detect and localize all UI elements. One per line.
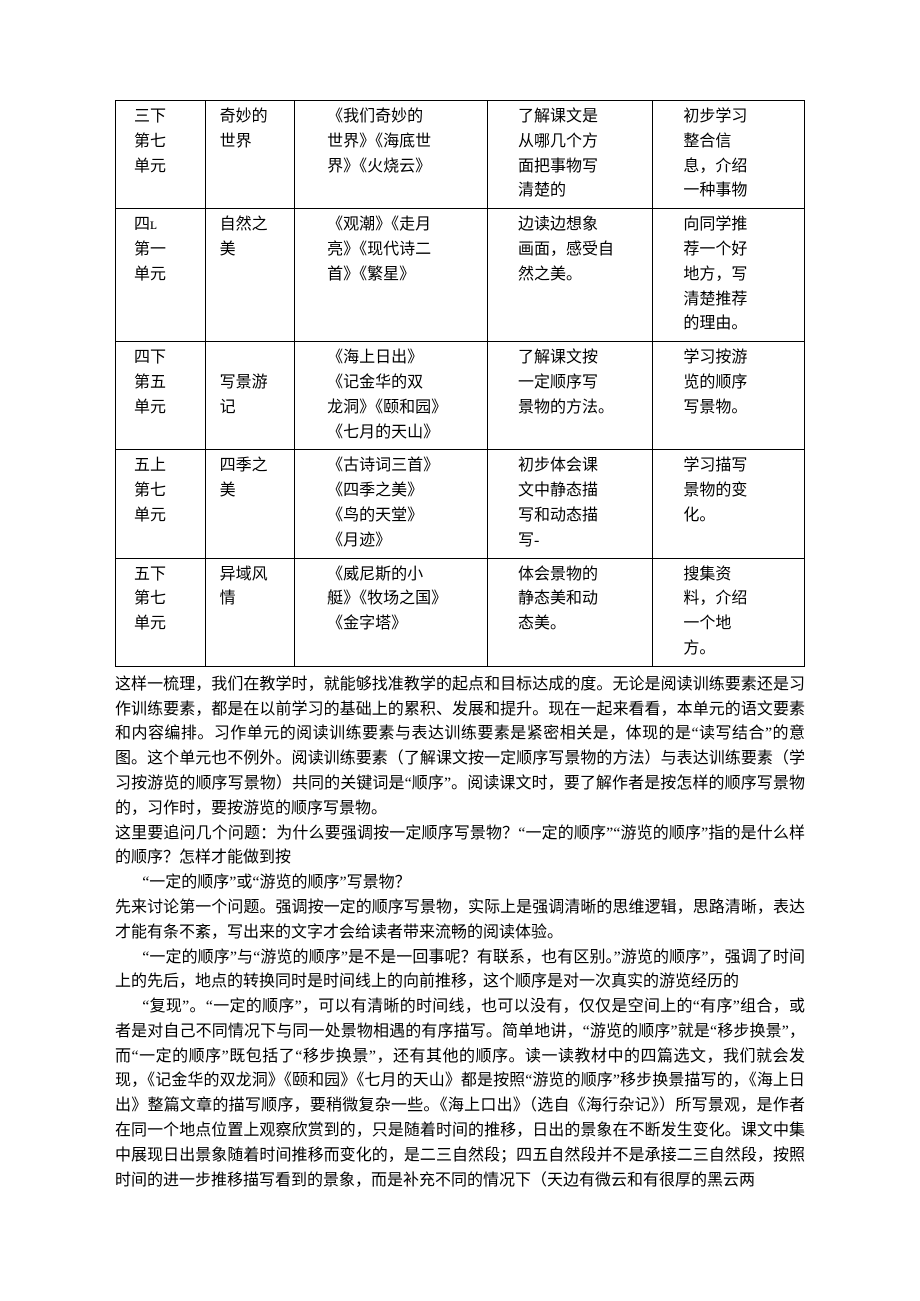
cell-writing: 学习按游 览的顺序 写景物。 — [653, 342, 805, 450]
cell-reading: 边读边想象 画面，感受自 然之美。 — [488, 209, 653, 342]
cell-texts: 《威尼斯的小 艇》《牧场之国》 《金字塔》 — [295, 558, 488, 666]
table-row: 五上 第七 单元 四季之 美 《古诗词三首》 《四季之美》 《鸟的天堂》 《月迹… — [116, 450, 805, 558]
table-row: 五下 第七 单元 异域风 情 《威尼斯的小 艇》《牧场之国》 《金字塔》 体会景… — [116, 558, 805, 666]
cell-theme: 奇妙的 世界 — [205, 101, 295, 209]
cell-theme: 四季之 美 — [205, 450, 295, 558]
body-paragraph: “一定的顺序”或“游览的顺序”写景物？ — [115, 871, 805, 896]
body-paragraph: 这样一梳理，我们在教学时，就能够找准教学的起点和目标达成的度。无论是阅读训练要素… — [115, 673, 805, 822]
cell-grade: 五下 第七 单元 — [116, 558, 206, 666]
table-row: 四下 第五 单元 写景游 记 《海上日出》 《记金华的双 龙洞》《颐和园》 《七… — [116, 342, 805, 450]
cell-grade: 三下 第七 单元 — [116, 101, 206, 209]
cell-reading: 了解课文按 一定顺序写 景物的方法。 — [488, 342, 653, 450]
table-row: 四ʟ 第一 单元 自然之 美 《观潮》《走月 亮》《现代诗二 首》《繁星》 边读… — [116, 209, 805, 342]
cell-writing: 向同学推 荐一个好 地方，写 清楚推荐 的理由。 — [653, 209, 805, 342]
body-paragraph: 先来讨论第一个问题。强调按一定的顺序写景物，实际上是强调清晰的思维逻辑，思路清晰… — [115, 896, 805, 946]
cell-writing: 初步学习 整合信 息，介绍 一种事物 — [653, 101, 805, 209]
cell-grade: 四下 第五 单元 — [116, 342, 206, 450]
cell-texts: 《我们奇妙的 世界》《海底世 界》《火烧云》 — [295, 101, 488, 209]
curriculum-table: 三下 第七 单元 奇妙的 世界 《我们奇妙的 世界》《海底世 界》《火烧云》 了… — [115, 100, 805, 667]
cell-texts: 《观潮》《走月 亮》《现代诗二 首》《繁星》 — [295, 209, 488, 342]
cell-reading: 了解课文是 从哪几个方 面把事物写 清楚的 — [488, 101, 653, 209]
body-paragraph: “复现”。“一定的顺序”，可以有清晰的时间线，也可以没有，仅仅是空间上的“有序”… — [115, 995, 805, 1193]
table-row: 三下 第七 单元 奇妙的 世界 《我们奇妙的 世界》《海底世 界》《火烧云》 了… — [116, 101, 805, 209]
cell-theme: 异域风 情 — [205, 558, 295, 666]
cell-theme: 写景游 记 — [205, 342, 295, 450]
cell-reading: 初步体会课 文中静态描 写和动态描 写- — [488, 450, 653, 558]
body-paragraph: 这里要追问几个问题：为什么要强调按一定顺序写景物？“一定的顺序”“游览的顺序”指… — [115, 822, 805, 872]
table-body: 三下 第七 单元 奇妙的 世界 《我们奇妙的 世界》《海底世 界》《火烧云》 了… — [116, 101, 805, 667]
cell-theme: 自然之 美 — [205, 209, 295, 342]
cell-grade: 四ʟ 第一 单元 — [116, 209, 206, 342]
cell-grade: 五上 第七 单元 — [116, 450, 206, 558]
cell-writing: 搜集资 料，介绍 一个地 方。 — [653, 558, 805, 666]
cell-writing: 学习描写 景物的变 化。 — [653, 450, 805, 558]
cell-texts: 《古诗词三首》 《四季之美》 《鸟的天堂》 《月迹》 — [295, 450, 488, 558]
cell-texts: 《海上日出》 《记金华的双 龙洞》《颐和园》 《七月的天山》 — [295, 342, 488, 450]
cell-reading: 体会景物的 静态美和动 态美。 — [488, 558, 653, 666]
body-paragraph: “一定的顺序”与“游览的顺序”是不是一回事呢？有联系，也有区别。”游览的顺序”，… — [115, 946, 805, 996]
